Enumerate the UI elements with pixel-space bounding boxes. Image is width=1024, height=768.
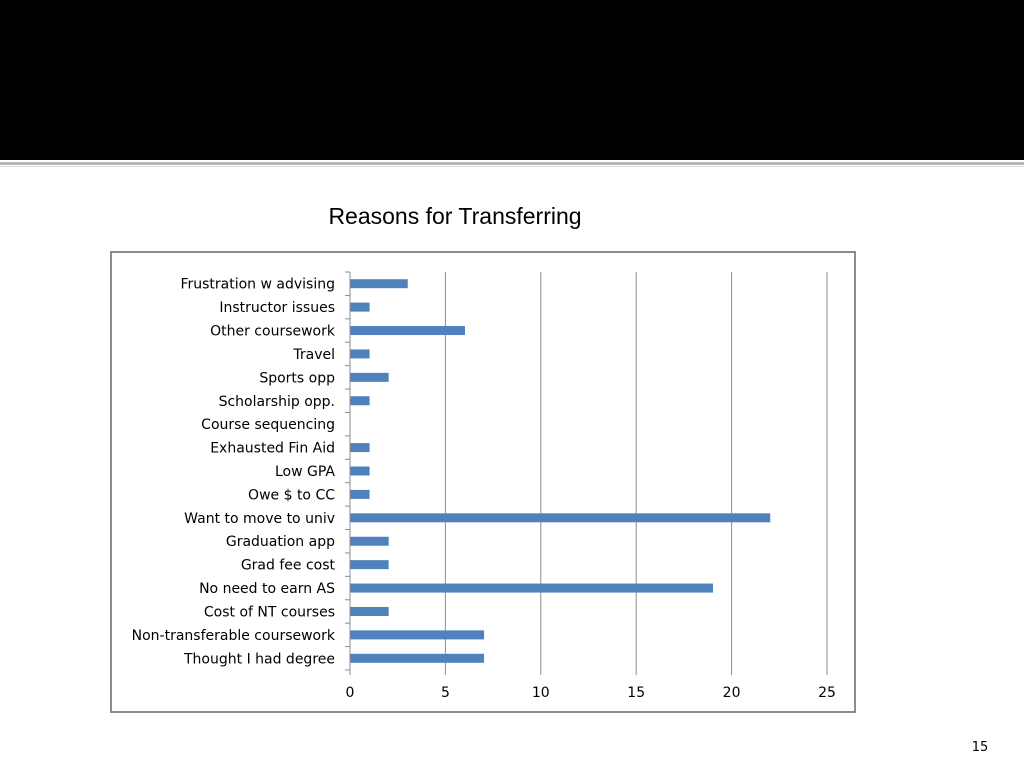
bar	[350, 513, 771, 523]
x-tick-label: 15	[627, 685, 645, 701]
category-label: Non-transferable coursework	[132, 628, 336, 644]
bar	[350, 302, 370, 312]
x-tick-label: 0	[346, 685, 355, 701]
x-tick-label: 25	[818, 685, 836, 701]
header-divider	[0, 162, 1024, 165]
category-label: Cost of NT courses	[204, 604, 335, 620]
page-number: 15	[971, 740, 989, 755]
bar	[350, 606, 389, 616]
chart-title: Reasons for Transferring	[328, 203, 582, 229]
category-label: Sports opp	[259, 370, 335, 386]
category-label: Travel	[292, 347, 335, 363]
category-label: Course sequencing	[201, 417, 335, 433]
header-band	[0, 0, 1024, 160]
bar	[350, 279, 408, 289]
x-tick-label: 20	[723, 685, 741, 701]
category-label: Grad fee cost	[241, 558, 336, 574]
bar	[350, 349, 370, 359]
chart-frame: 0 5 10 15 20 25 Frustration w advising Instruct…	[110, 251, 856, 713]
x-tick-label: 10	[532, 685, 550, 701]
category-label: Exhausted Fin Aid	[210, 441, 335, 457]
category-label: Scholarship opp.	[219, 394, 335, 410]
category-label: Instructor issues	[219, 300, 335, 316]
bar	[350, 466, 370, 476]
category-label: Owe $ to CC	[248, 487, 335, 503]
category-label: Thought I had degree	[183, 651, 335, 667]
category-label: Want to move to univ	[184, 511, 335, 527]
bar	[350, 396, 370, 406]
header-divider-thin	[0, 166, 1024, 167]
bar	[350, 536, 389, 546]
bar	[350, 560, 389, 570]
category-label: Frustration w advising	[180, 277, 335, 293]
category-label: Other coursework	[210, 324, 336, 340]
bar-chart: 0 5 10 15 20 25 Frustration w advising Instruct…	[132, 271, 836, 701]
bar	[350, 326, 465, 336]
bar	[350, 489, 370, 499]
category-label: Low GPA	[275, 464, 335, 480]
bar	[350, 653, 485, 663]
bar	[350, 372, 389, 382]
category-label: Graduation app	[226, 534, 335, 550]
bar	[350, 630, 485, 640]
category-label: No need to earn AS	[199, 581, 335, 597]
x-tick-label: 5	[441, 685, 450, 701]
bar	[350, 443, 370, 453]
bar	[350, 583, 714, 593]
